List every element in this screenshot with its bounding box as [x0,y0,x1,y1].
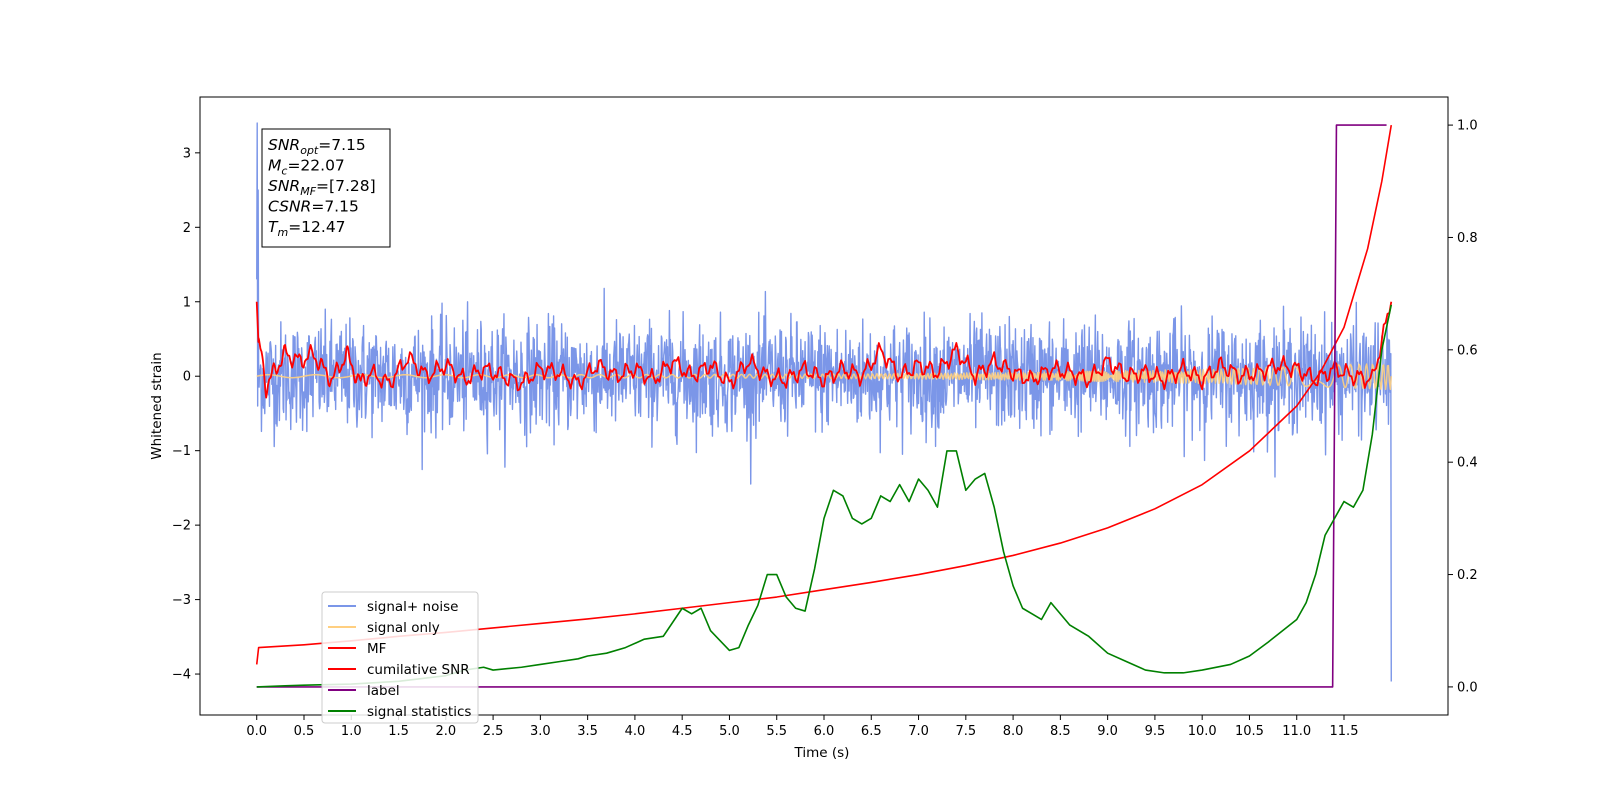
y-left-tick-label: −3 [172,593,191,608]
y-left-tick-label: 2 [183,221,191,236]
x-tick-label: 10.5 [1235,724,1264,739]
y-right-tick-label: 1.0 [1457,119,1478,134]
y-right-tick-label: 0.8 [1457,231,1478,246]
annotation-line: SNRMF=[7.28] [268,177,376,198]
legend-label: signal statistics [367,704,471,720]
series-label [256,124,1387,688]
legend-label: MF [367,641,386,657]
x-tick-label: 1.0 [341,724,362,739]
x-tick-label: 8.5 [1050,724,1071,739]
series-signal-statistics [256,304,1393,688]
annotation-line: Tm=12.47 [268,218,346,239]
annotation-line: Mc=22.07 [268,157,345,178]
y-right-tick-label: 0.4 [1457,456,1478,471]
x-tick-label: 8.0 [1003,724,1024,739]
x-tick-label: 6.0 [814,724,835,739]
y-left-tick-label: −2 [172,519,191,534]
annotation-box: SNRopt=7.15Mc=22.07SNRMF=[7.28]CSNR=7.15… [261,128,391,248]
y-axis-label: Whitened strain [149,352,165,459]
x-tick-label: 0.0 [246,724,267,739]
x-tick-label: 11.0 [1282,724,1311,739]
y-left-tick-label: −1 [172,444,191,459]
x-tick-label: 4.5 [672,724,693,739]
x-tick-label: 0.5 [294,724,315,739]
x-tick-label: 1.5 [388,724,409,739]
x-axis: 0.0 0.5 1.0 1.5 2.0 2.5 3.0 3.5 4.0 4.5 5.0 5.5 6.0 6… [246,715,1358,739]
series-mf [255,301,1393,399]
x-tick-label: 2.0 [435,724,456,739]
x-tick-label: 9.0 [1097,724,1118,739]
x-tick-label: 3.5 [577,724,598,739]
x-tick-label: 7.5 [955,724,976,739]
legend-label: cumilative SNR [367,662,470,678]
y-left-tick-label: −4 [172,668,191,683]
annotation-frame [261,128,391,248]
annotation-line: CSNR=7.15 [268,198,359,216]
x-tick-label: 2.5 [483,724,504,739]
series-signal-only [256,362,1393,391]
y-right-tick-label: 0.6 [1457,343,1478,358]
x-tick-label: 11.5 [1330,724,1359,739]
y-left-tick-label: 0 [183,370,191,385]
annotation-line: SNRopt=7.15 [268,136,366,157]
y-right-tick-label: 0.2 [1457,568,1478,583]
legend-items: signal+ noise signal only MF cumilative SNR… [328,599,471,720]
y-axis-left: 3 2 1 0 −1 −2 −3 −4 [172,146,200,683]
x-tick-label: 10.0 [1188,724,1217,739]
legend-label: label [367,683,400,699]
x-tick-label: 4.0 [625,724,646,739]
y-left-tick-label: 3 [183,146,191,161]
legend-frame [321,591,479,724]
legend-label: signal+ noise [367,599,458,615]
x-tick-label: 5.5 [766,724,787,739]
legend-label: signal only [367,620,440,636]
x-tick-label: 5.0 [719,724,740,739]
y-left-tick-label: 1 [183,295,191,310]
y-axis-right: 1.0 0.8 0.6 0.4 0.2 0.0 [1448,119,1478,695]
x-tick-label: 3.0 [530,724,551,739]
legend: signal+ noise signal only MF cumilative SNR… [321,591,479,724]
y-right-tick-label: 0.0 [1457,680,1478,695]
x-axis-label: Time (s) [794,745,850,761]
annotation-lines: SNRopt=7.15Mc=22.07SNRMF=[7.28]CSNR=7.15… [268,136,376,239]
x-tick-label: 9.5 [1145,724,1166,739]
series-signal-plus-noise [256,122,1392,682]
x-tick-label: 7.0 [908,724,929,739]
x-tick-label: 6.5 [861,724,882,739]
